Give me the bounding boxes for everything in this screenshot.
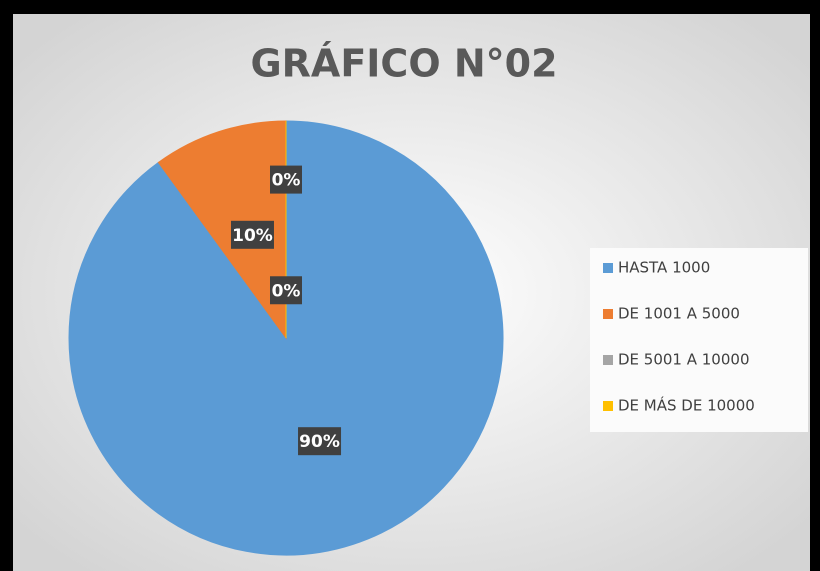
legend-label: DE 1001 A 5000 — [618, 305, 740, 323]
legend-label: HASTA 1000 — [618, 259, 710, 277]
legend-swatch — [603, 309, 613, 319]
legend — [590, 248, 808, 432]
data-label: 10% — [232, 226, 273, 246]
data-label: 90% — [299, 432, 340, 452]
legend-label: DE 5001 A 10000 — [618, 351, 749, 369]
legend-swatch — [603, 263, 613, 273]
legend-label: DE MÁS DE 10000 — [618, 396, 755, 415]
data-label-bg — [298, 427, 342, 456]
legend-swatch — [603, 401, 613, 411]
chart-title: GRÁFICO N°02 — [250, 42, 557, 86]
data-label-bg — [270, 165, 302, 194]
legend-swatch — [603, 355, 613, 365]
data-label: 0% — [272, 281, 301, 301]
data-label-bg — [230, 220, 274, 249]
pie-slice — [157, 120, 287, 340]
data-label-bg — [270, 276, 302, 305]
data-label: 0% — [272, 171, 301, 191]
